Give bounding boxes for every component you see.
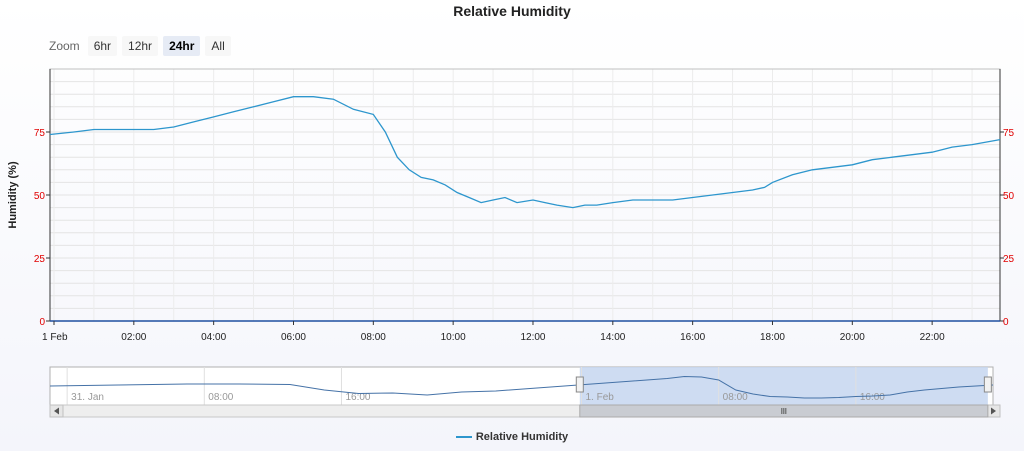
y-tick-label: 50 bbox=[34, 191, 46, 202]
zoom-all-button[interactable]: All bbox=[205, 36, 231, 56]
y-tick-label-right: 0 bbox=[1003, 317, 1009, 328]
x-tick-label: 02:00 bbox=[121, 332, 146, 343]
y-axis-title: Humidity (%) bbox=[7, 161, 19, 229]
zoom-bar: Zoom 6hr 12hr 24hr All bbox=[49, 36, 236, 56]
navigator-x-label: 1. Feb bbox=[586, 392, 615, 403]
x-tick-label: 16:00 bbox=[680, 332, 705, 343]
navigator-selection[interactable] bbox=[579, 367, 988, 405]
chart-title: Relative Humidity bbox=[453, 3, 571, 19]
x-tick-label: 06:00 bbox=[281, 332, 306, 343]
x-tick-label: 10:00 bbox=[441, 332, 466, 343]
x-tick-label: 1 Feb bbox=[42, 332, 68, 343]
scroll-right-arrow-icon bbox=[991, 407, 996, 415]
navigator-left-handle[interactable] bbox=[575, 376, 584, 393]
scroll-left-arrow-icon bbox=[54, 407, 59, 415]
zoom-24hr-button[interactable]: 24hr bbox=[163, 36, 201, 56]
navigator-x-label: 31. Jan bbox=[71, 392, 104, 403]
x-tick-label: 12:00 bbox=[520, 332, 545, 343]
navigator-x-label: 16:00 bbox=[860, 392, 885, 403]
legend-item-relative-humidity[interactable]: Relative Humidity bbox=[475, 431, 569, 443]
navigator-x-label: 08:00 bbox=[208, 392, 233, 403]
zoom-label: Zoom bbox=[49, 39, 80, 53]
y-tick-label-right: 25 bbox=[1003, 254, 1015, 265]
navigator-x-label: 08:00 bbox=[723, 392, 748, 403]
y-tick-label-right: 50 bbox=[1003, 191, 1015, 202]
navigator-series bbox=[49, 375, 994, 399]
zoom-12hr-button[interactable]: 12hr bbox=[122, 36, 159, 56]
navigator-x-label: 16:00 bbox=[345, 392, 370, 403]
navigator-right-handle[interactable] bbox=[983, 376, 992, 393]
scrollbar-grip-icon bbox=[781, 408, 787, 414]
legend[interactable]: Relative Humidity bbox=[0, 431, 1024, 443]
zoom-6hr-button[interactable]: 6hr bbox=[87, 36, 118, 56]
navigator[interactable]: 31. Jan 08:00 16:00 1. Feb 08:00 16:00 bbox=[49, 366, 994, 406]
x-tick-label: 08:00 bbox=[361, 332, 386, 343]
x-tick-label: 04:00 bbox=[201, 332, 226, 343]
series-line-relative-humidity bbox=[49, 96, 1001, 209]
x-tick-label: 22:00 bbox=[920, 332, 945, 343]
y-tick-label: 25 bbox=[34, 254, 46, 265]
x-tick-label: 20:00 bbox=[840, 332, 865, 343]
navigator-scrollbar[interactable] bbox=[49, 404, 1001, 418]
y-tick-labels: 0 0 25 25 50 50 75 75 bbox=[34, 128, 1015, 328]
x-tick-label: 14:00 bbox=[600, 332, 625, 343]
x-tick-labels: 1 Feb 02:00 04:00 06:00 08:00 10:00 12:00 14:00… bbox=[42, 321, 945, 343]
y-tick-label: 0 bbox=[39, 317, 45, 328]
legend-line-icon bbox=[455, 436, 472, 439]
y-tick-label: 75 bbox=[34, 128, 46, 139]
grid-layer bbox=[50, 69, 1000, 321]
y-tick-label-right: 75 bbox=[1003, 128, 1015, 139]
x-tick-label: 18:00 bbox=[760, 332, 785, 343]
